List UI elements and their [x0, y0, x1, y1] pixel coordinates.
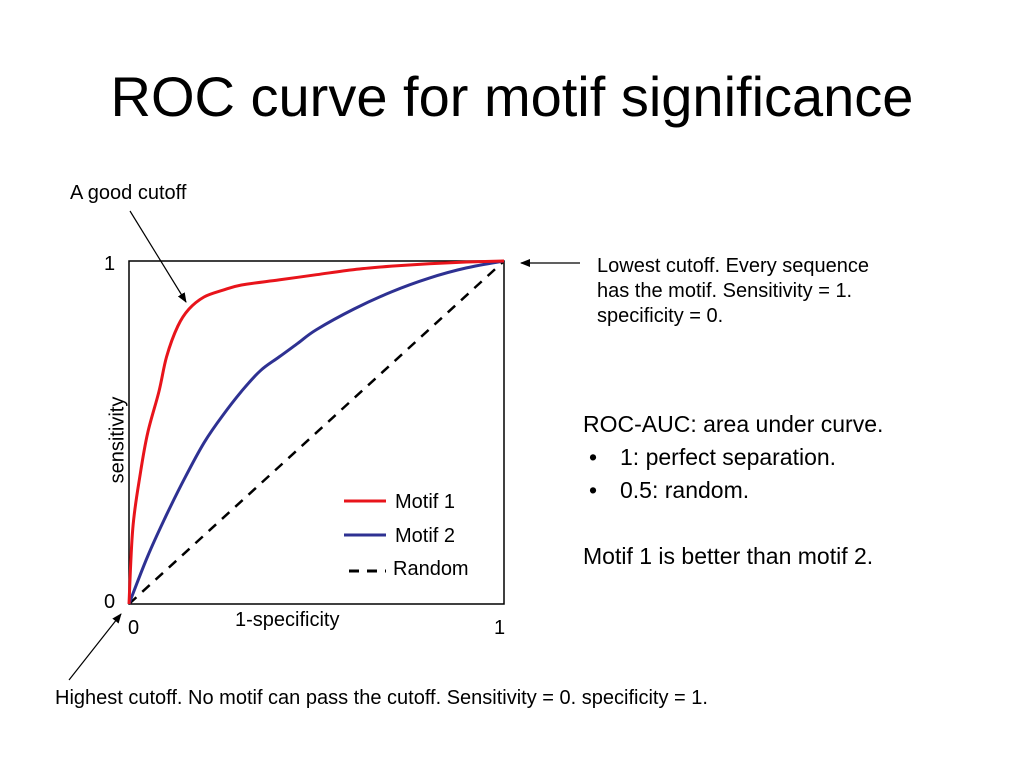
auc-notes: ROC-AUC: area under curve. 1: perfect se…	[583, 408, 883, 573]
lowest-cutoff-line-1: Lowest cutoff. Every sequence	[597, 255, 870, 277]
legend-label-motif-2: Motif 2	[395, 525, 455, 547]
lowest-cutoff-line-2: has the motif. Sensitivity = 1.	[597, 280, 853, 302]
lowest-cutoff-line-3: specificity = 0.	[597, 305, 724, 327]
x-axis-label: 1-specificity	[235, 609, 340, 631]
conclusion-text: Motif 1 is better than motif 2.	[583, 543, 874, 569]
legend-label-motif-1: Motif 1	[395, 491, 455, 513]
lowest-cutoff-annotation: Lowest cutoff. Every sequence has the mo…	[597, 254, 869, 329]
highest-cutoff-annotation: Highest cutoff. No motif can pass the cu…	[55, 687, 708, 709]
auc-heading: ROC-AUC: area under curve.	[583, 411, 884, 437]
y-tick-bottom: 0	[104, 591, 116, 613]
good-cutoff-annotation: A good cutoff	[70, 182, 187, 204]
auc-bullet-2: 0.5: random.	[583, 474, 883, 507]
series-line-motif-2	[127, 259, 505, 605]
series-line-random	[128, 260, 505, 605]
slide-title: ROC curve for motif significance	[110, 65, 914, 128]
legend-label-random: Random	[393, 558, 469, 580]
x-tick-left: 0	[128, 617, 140, 639]
auc-bullet-1: 1: perfect separation.	[583, 441, 883, 474]
good-cutoff-arrow	[129, 210, 187, 303]
series-line-motif-1	[127, 259, 505, 605]
highest-cutoff-arrow	[68, 613, 122, 681]
auc-bullet-list: 1: perfect separation. 0.5: random.	[583, 441, 883, 507]
series-layer	[127, 259, 505, 605]
legend: Motif 1 Motif 2 Random	[344, 491, 469, 580]
x-tick-right: 1	[494, 617, 506, 639]
y-tick-top: 1	[104, 253, 116, 275]
plot-frame	[128, 260, 505, 605]
